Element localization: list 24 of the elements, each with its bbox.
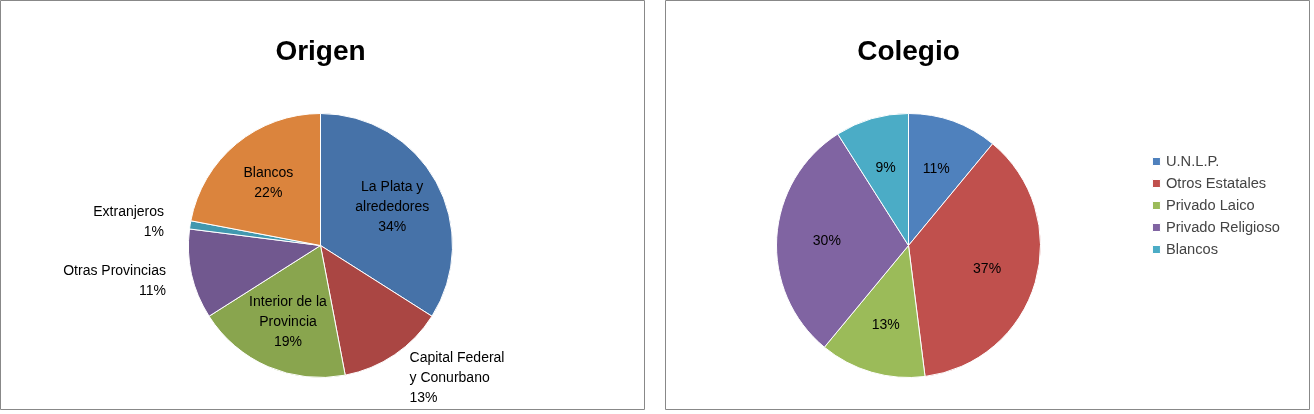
slice-label: Interior de la Provincia — [249, 292, 328, 329]
chart-title: Origen — [275, 34, 366, 66]
slice-label: Extranjeros — [93, 202, 165, 219]
slice-label: La Plata y alrededores — [355, 178, 430, 215]
data-label: 11% — [922, 160, 950, 177]
legend-label: Privado Laico — [1165, 197, 1255, 213]
data-label: 19% — [273, 332, 303, 349]
data-label: 30% — [812, 232, 841, 249]
data-label: 9% — [875, 158, 896, 175]
data-label: 1% — [143, 222, 165, 239]
slice-label: Blancos — [243, 164, 294, 181]
legend-label: U.N.L.P. — [1165, 153, 1220, 169]
data-label: 13% — [871, 316, 900, 333]
legend-label: Privado Religioso — [1165, 219, 1280, 235]
legend-label: Otros Estatales — [1165, 175, 1267, 191]
data-label: 34% — [378, 218, 407, 235]
chart-title: Colegio — [857, 34, 960, 66]
slice-label: Capital Federal y Conurbano — [409, 348, 505, 385]
data-label: 13% — [409, 388, 438, 405]
data-label: 11% — [138, 282, 166, 299]
data-label: 22% — [254, 184, 283, 201]
slice-label: Otras Provincias — [63, 262, 166, 279]
legend-label: Blancos — [1165, 241, 1219, 257]
data-label: 37% — [973, 260, 1002, 277]
